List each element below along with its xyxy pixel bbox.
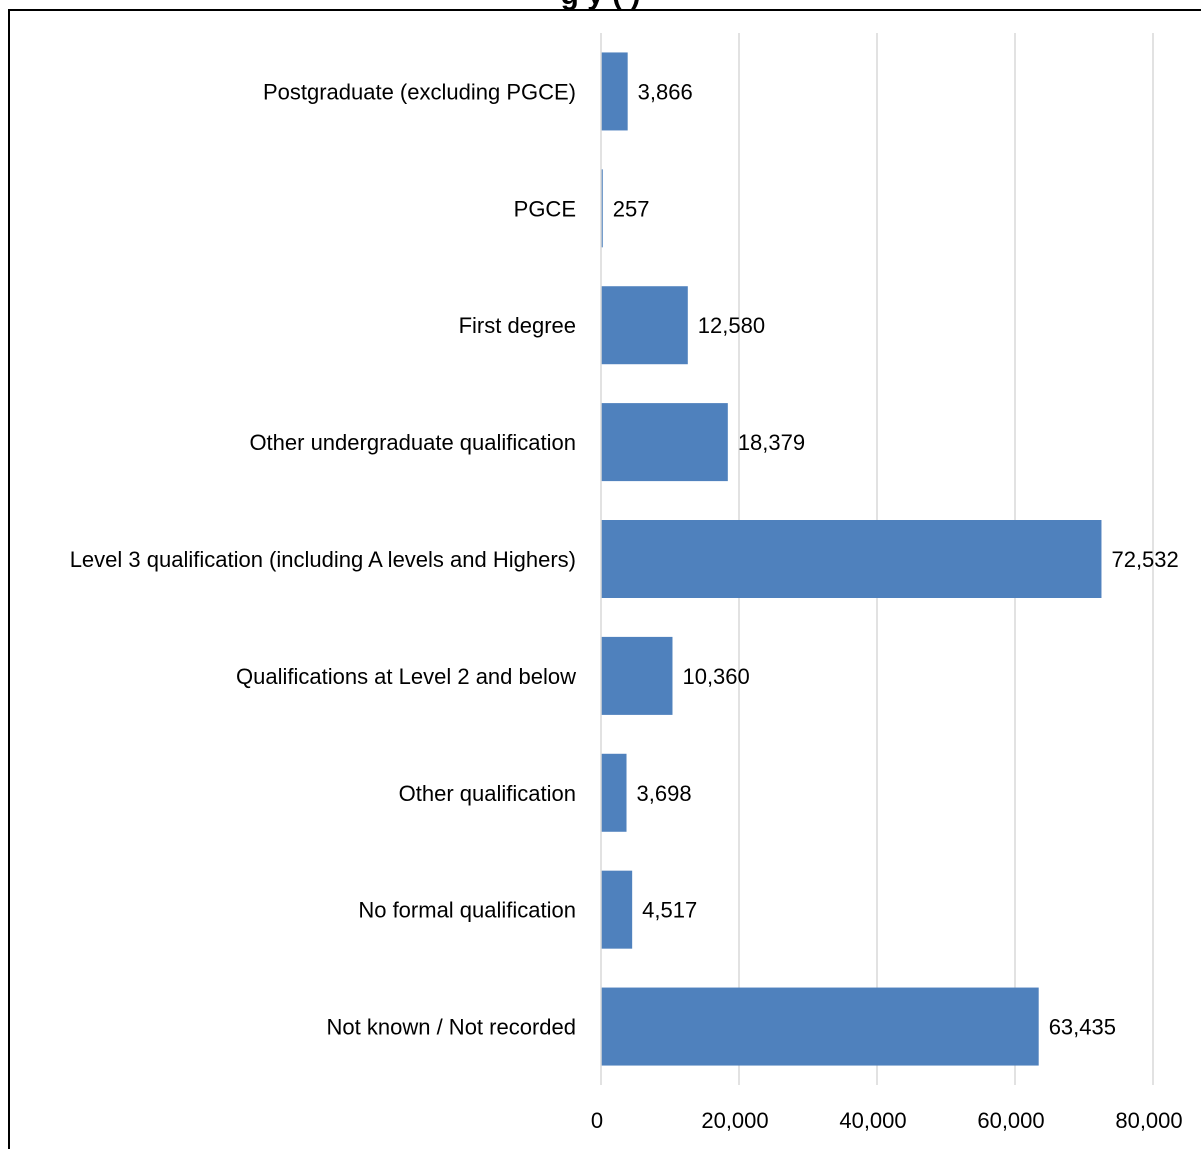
x-tick-label-0: 0 (591, 1108, 603, 1133)
value-label-1: 257 (613, 196, 650, 221)
category-label-2: First degree (459, 313, 576, 338)
value-label-7: 4,517 (642, 898, 697, 923)
bar-3 (601, 403, 728, 482)
bar-7 (601, 870, 633, 949)
value-label-3: 18,379 (738, 430, 805, 455)
bar-2 (601, 286, 688, 365)
bar-6 (601, 753, 627, 832)
bar-5 (601, 636, 673, 715)
value-label-4: 72,532 (1111, 547, 1178, 572)
x-tick-label-2: 40,000 (839, 1108, 906, 1133)
category-label-4: Level 3 qualification (including A level… (70, 547, 576, 572)
x-tick-label-3: 60,000 (977, 1108, 1044, 1133)
category-label-3: Other undergraduate qualification (249, 430, 576, 455)
value-label-6: 3,698 (637, 781, 692, 806)
value-label-5: 10,360 (682, 664, 749, 689)
category-label-6: Other qualification (399, 781, 576, 806)
category-label-5: Qualifications at Level 2 and below (236, 664, 576, 689)
value-label-0: 3,866 (638, 79, 693, 104)
chart-frame (8, 9, 1201, 1149)
value-label-2: 12,580 (698, 313, 765, 338)
category-label-8: Not known / Not recorded (327, 1015, 576, 1040)
category-label-0: Postgraduate (excluding PGCE) (263, 79, 576, 104)
bar-8 (601, 987, 1039, 1066)
value-label-8: 63,435 (1049, 1015, 1116, 1040)
bar-1 (601, 169, 603, 248)
x-tick-label-4: 80,000 (1115, 1108, 1182, 1133)
chart-title-fragment: g y ( ) (0, 0, 1201, 10)
x-tick-label-1: 20,000 (701, 1108, 768, 1133)
bar-4 (601, 520, 1102, 598)
category-label-1: PGCE (514, 196, 576, 221)
category-label-7: No formal qualification (358, 898, 576, 923)
bar-0 (601, 52, 628, 131)
